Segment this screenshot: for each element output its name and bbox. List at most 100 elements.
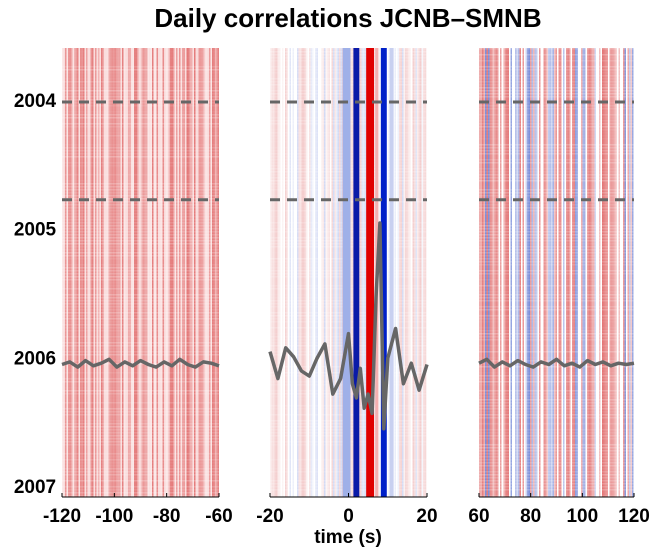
texture-stripe — [593, 48, 595, 497]
texture-row — [62, 75, 219, 77]
texture-stripe — [606, 48, 608, 497]
texture-stripe — [507, 48, 509, 497]
texture-row — [479, 99, 634, 101]
texture-stripe — [324, 48, 326, 497]
texture-stripe — [98, 48, 100, 497]
texture-row — [479, 207, 634, 209]
texture-row — [62, 123, 219, 125]
texture-row — [479, 426, 634, 428]
texture-row — [62, 369, 219, 371]
texture-stripe — [554, 48, 556, 497]
texture-stripe — [603, 48, 605, 497]
x-tick-label: 80 — [520, 506, 541, 527]
texture-stripe — [501, 48, 503, 497]
texture-stripe — [218, 48, 219, 497]
texture-row — [479, 348, 634, 350]
texture-row — [479, 399, 634, 401]
texture-stripe — [330, 48, 332, 497]
texture-row — [479, 162, 634, 164]
texture-stripe — [93, 48, 95, 497]
texture-stripe — [614, 48, 616, 497]
texture-stripe — [295, 48, 297, 497]
texture-stripe — [489, 48, 491, 497]
texture-stripe — [207, 48, 209, 497]
texture-row — [479, 78, 634, 80]
texture-row — [479, 387, 634, 389]
texture-stripe — [597, 48, 599, 497]
waveform — [61, 357, 220, 369]
texture-row — [62, 141, 219, 143]
texture-row — [479, 126, 634, 128]
texture-stripe — [399, 48, 401, 497]
texture-stripe — [364, 48, 366, 497]
texture-stripe — [543, 48, 545, 497]
texture-stripe — [337, 48, 339, 497]
texture-row — [479, 354, 634, 356]
texture-stripe — [177, 48, 179, 497]
texture-stripe — [351, 48, 353, 497]
texture-stripe — [119, 48, 121, 497]
texture-stripe — [147, 48, 149, 497]
texture-stripe — [309, 48, 311, 497]
texture-row — [479, 300, 634, 302]
texture-stripe — [584, 48, 586, 497]
texture-stripe — [421, 48, 423, 497]
texture-row — [479, 468, 634, 470]
texture-stripe — [414, 48, 416, 497]
texture-stripe — [495, 48, 497, 497]
stripe — [380, 48, 387, 497]
texture-row — [62, 270, 219, 272]
texture-row — [479, 204, 634, 206]
texture-stripe — [533, 48, 535, 497]
texture-stripe — [504, 48, 506, 497]
texture-stripe — [307, 48, 309, 497]
texture-stripe — [168, 48, 170, 497]
texture-stripe — [180, 48, 182, 497]
texture-stripe — [623, 48, 625, 497]
texture-stripe — [131, 48, 133, 497]
texture-row — [62, 477, 219, 479]
texture-row — [479, 216, 634, 218]
texture-row — [479, 270, 634, 272]
texture-row — [62, 372, 219, 374]
texture-stripe — [500, 48, 502, 497]
texture-stripe — [122, 48, 124, 497]
texture-stripe — [566, 48, 568, 497]
texture-stripe — [403, 48, 405, 497]
texture-stripe — [531, 48, 533, 497]
texture-row — [62, 159, 219, 161]
y-tick-label: 2007 — [14, 477, 56, 498]
texture-row — [62, 72, 219, 74]
texture-row — [479, 138, 634, 140]
texture-stripe — [629, 48, 631, 497]
texture-stripe — [155, 48, 157, 497]
texture-stripe — [570, 48, 572, 497]
texture-stripe — [200, 48, 202, 497]
texture-stripe — [360, 48, 362, 497]
texture-stripe — [188, 48, 190, 497]
texture-row — [479, 54, 634, 56]
texture-row — [479, 294, 634, 296]
panel: -120 -100 -80 -60 — [43, 48, 233, 527]
texture-row — [62, 192, 219, 194]
texture-row — [62, 60, 219, 62]
texture-row — [479, 213, 634, 215]
texture-row — [479, 396, 634, 398]
texture-row — [479, 321, 634, 323]
texture-row — [62, 333, 219, 335]
panel: -20 0 20 — [256, 48, 438, 527]
texture-stripe — [288, 48, 290, 497]
texture-row — [62, 351, 219, 353]
texture — [270, 48, 427, 497]
texture-row — [62, 330, 219, 332]
texture-row — [479, 66, 634, 68]
texture-row — [62, 117, 219, 119]
texture-row — [62, 423, 219, 425]
texture-row — [479, 414, 634, 416]
texture-stripe — [87, 48, 89, 497]
texture-stripe — [578, 48, 580, 497]
texture-row — [479, 123, 634, 125]
texture-stripe — [396, 48, 398, 497]
texture-stripe — [120, 48, 122, 497]
